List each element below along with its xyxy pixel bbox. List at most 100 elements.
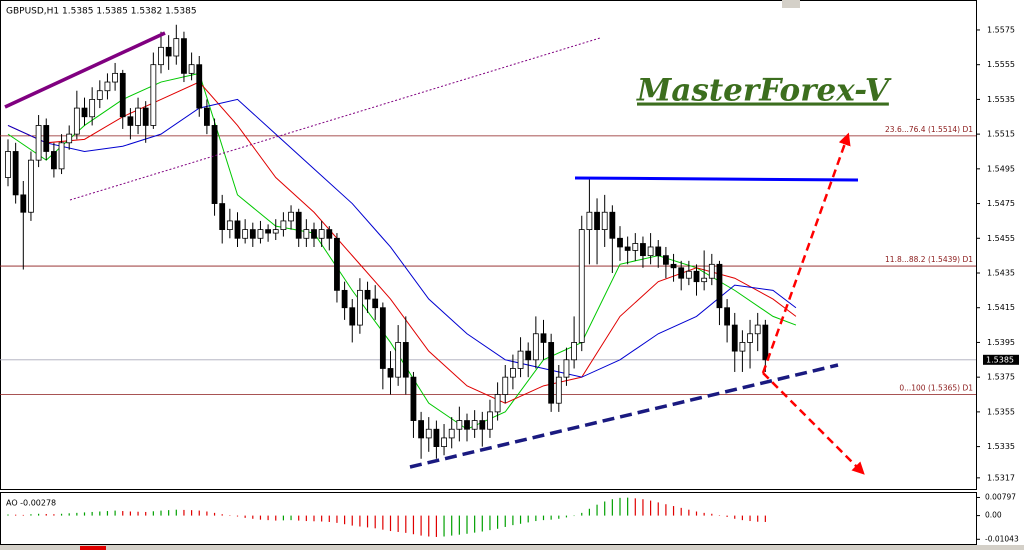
y-tick-label: 1.5335 xyxy=(987,442,1015,451)
candle-body xyxy=(265,229,272,234)
arrow-down xyxy=(762,372,865,475)
candle-body xyxy=(655,246,662,257)
candle-body xyxy=(43,125,50,152)
candle-body xyxy=(624,246,631,251)
y-tick-label: 1.5535 xyxy=(987,95,1015,104)
candle-body xyxy=(379,307,386,369)
y-tick-label: 1.5555 xyxy=(987,60,1015,69)
candle-body xyxy=(487,411,493,430)
candle-body xyxy=(708,263,715,279)
candle-body xyxy=(181,38,187,74)
y-tick-label: -0.01043 xyxy=(985,534,1019,543)
y-tick-label: 0.00 xyxy=(985,511,1002,520)
candle-body xyxy=(188,64,195,74)
candle-body xyxy=(203,107,210,126)
candle-body xyxy=(280,220,287,231)
candle-body xyxy=(158,46,164,66)
moving-average xyxy=(7,81,797,404)
y-tick-label: 1.5495 xyxy=(987,164,1015,173)
candle-body xyxy=(571,342,577,361)
y-tick-label: 1.5355 xyxy=(987,407,1015,416)
candle-body xyxy=(288,211,294,222)
candle-body xyxy=(502,376,509,395)
candle-body xyxy=(685,270,692,279)
candle-body xyxy=(670,263,677,269)
candle-body xyxy=(35,125,42,161)
candle-body xyxy=(632,243,639,251)
candle-body xyxy=(433,428,440,448)
candle-body xyxy=(578,229,585,343)
candle-body xyxy=(754,324,761,335)
candle-body xyxy=(494,394,501,413)
candle-body xyxy=(196,64,203,109)
last-price-label: 1.5385 xyxy=(986,355,1014,364)
candle-body xyxy=(12,151,19,196)
candle-body xyxy=(739,342,746,352)
candle-body xyxy=(594,211,600,231)
candle-body xyxy=(349,307,356,326)
candle-body xyxy=(479,420,486,430)
level-label: 0...100 (1.5365) D1 xyxy=(899,384,973,393)
main-panel: 1.5575 1.5555 1.5535 1.5515 1.5495 1.5475 1.54… xyxy=(0,24,1019,482)
candle-body xyxy=(540,333,547,343)
ao-frame xyxy=(0,492,977,545)
candle-body xyxy=(762,324,769,361)
level-label: 23.6...76.4 (1.5514) D1 xyxy=(885,125,973,134)
candle-body xyxy=(127,116,134,126)
resistance-line xyxy=(574,176,859,182)
y-tick-label: 1.5415 xyxy=(987,303,1015,312)
candle-body xyxy=(119,72,126,118)
candle-body xyxy=(135,107,141,126)
candle-body xyxy=(58,142,65,170)
candle-body xyxy=(96,90,103,100)
candle-body xyxy=(311,229,317,239)
candle-body xyxy=(647,246,654,257)
y-tick-label: 1.5395 xyxy=(987,338,1015,347)
candle-body xyxy=(410,376,417,421)
candle-body xyxy=(456,420,463,430)
arrow-up xyxy=(761,132,851,374)
candle-body xyxy=(326,229,333,239)
candle-body xyxy=(234,220,241,239)
candle-body xyxy=(555,376,562,404)
candle-body xyxy=(548,342,555,404)
candle-body xyxy=(563,359,570,378)
candle-body xyxy=(663,255,669,265)
candle-body xyxy=(89,99,96,118)
candle-body xyxy=(28,159,34,213)
candle-body xyxy=(211,125,218,204)
candle-body xyxy=(609,211,616,239)
candle-body xyxy=(617,237,623,248)
candle-body xyxy=(586,211,593,231)
candle-body xyxy=(640,243,646,257)
candle-body xyxy=(66,133,73,144)
y-tick-label: 1.5455 xyxy=(987,234,1015,243)
candle-body xyxy=(425,428,432,439)
candle-body xyxy=(364,289,371,300)
candle-body xyxy=(395,342,402,378)
candle-body xyxy=(51,151,57,170)
y-tick-label: 1.5475 xyxy=(987,199,1015,208)
tab[interactable] xyxy=(80,546,106,550)
candle-body xyxy=(173,38,180,57)
ao-header: AO -0.00278 xyxy=(6,499,56,508)
candle-body xyxy=(318,229,325,239)
moving-average xyxy=(7,72,797,430)
candle-body xyxy=(272,229,279,234)
candle-body xyxy=(81,107,88,118)
candle-body xyxy=(142,107,149,126)
y-tick-label: 1.5515 xyxy=(987,130,1015,139)
candle-body xyxy=(104,81,111,92)
candle-body xyxy=(693,270,700,283)
candle-body xyxy=(249,229,256,239)
candle-body xyxy=(242,229,249,239)
candle-body xyxy=(219,203,226,231)
candle-body xyxy=(601,211,608,231)
window-button[interactable] xyxy=(782,0,800,8)
trend-line xyxy=(4,31,166,109)
last-price-box xyxy=(983,354,1019,365)
candle-body xyxy=(334,237,340,291)
candle-body xyxy=(517,350,524,369)
